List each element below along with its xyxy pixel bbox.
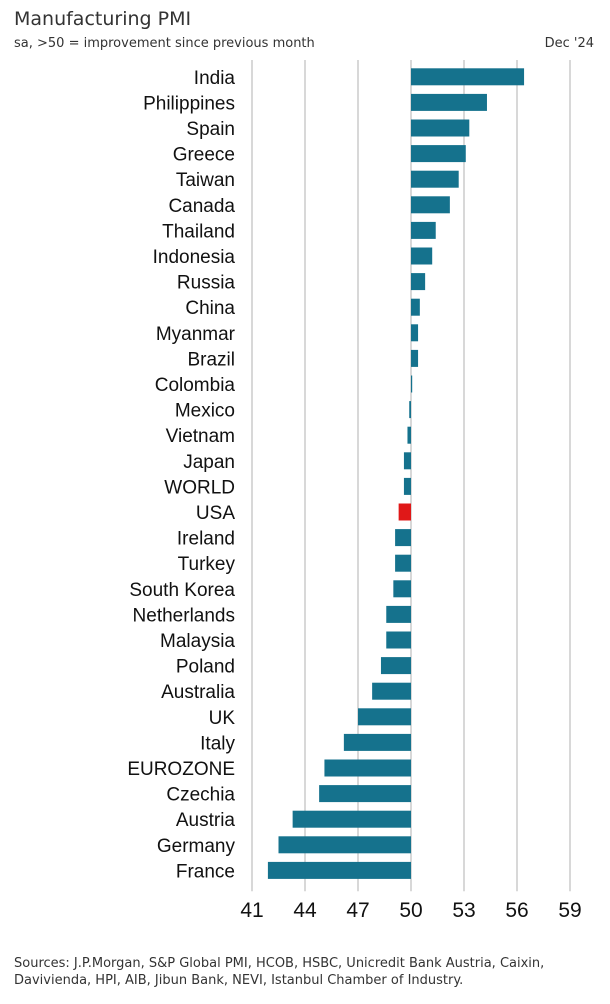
bar: [393, 580, 411, 598]
category-label: UK: [209, 708, 236, 729]
bar: [411, 221, 436, 239]
x-tick-label: 41: [240, 899, 263, 922]
category-label: Mexico: [175, 401, 235, 422]
category-label: EUROZONE: [127, 759, 235, 780]
category-label: India: [194, 68, 236, 89]
bar: [319, 785, 411, 803]
bar: [395, 529, 411, 547]
bar: [411, 93, 487, 111]
bar: [267, 861, 411, 879]
bar: [409, 401, 411, 419]
category-label: Malaysia: [160, 631, 235, 652]
bar: [324, 759, 411, 777]
bar: [411, 247, 433, 265]
category-label: Japan: [183, 452, 235, 473]
x-tick-label: 50: [399, 899, 422, 922]
bar: [411, 273, 426, 291]
category-label: Canada: [168, 196, 235, 217]
bar: [358, 708, 411, 726]
x-tick-label: 47: [346, 899, 369, 922]
category-label: Russia: [177, 273, 236, 294]
bar: [395, 554, 411, 572]
bar: [386, 605, 411, 623]
bar: [407, 426, 411, 444]
category-label: WORLD: [164, 477, 235, 498]
category-label: Greece: [173, 145, 235, 166]
bar: [411, 349, 419, 367]
bar: [372, 682, 411, 700]
category-label: Ireland: [177, 529, 235, 550]
bar: [411, 170, 459, 188]
bar: [403, 477, 411, 495]
category-label: Brazil: [187, 349, 235, 370]
bars: [267, 68, 525, 879]
x-tick-label: 56: [505, 899, 528, 922]
category-label: Netherlands: [133, 605, 235, 626]
category-label: Italy: [200, 733, 235, 754]
sources-note: Sources: J.P.Morgan, S&P Global PMI, HCO…: [14, 956, 545, 988]
category-label: Turkey: [178, 554, 236, 575]
category-label: Colombia: [155, 375, 236, 396]
bar: [343, 733, 411, 751]
category-label: Vietnam: [166, 426, 235, 447]
category-label: Thailand: [162, 221, 235, 242]
x-tick-label: 44: [293, 899, 317, 922]
bar: [380, 657, 411, 675]
bar: [278, 836, 411, 854]
bar: [411, 375, 413, 393]
chart-title: Manufacturing PMI: [14, 8, 192, 30]
category-label: Myanmar: [156, 324, 236, 345]
category-label: China: [185, 298, 235, 319]
bar-highlighted: [398, 503, 411, 521]
category-label: Poland: [176, 657, 235, 678]
category-label: Taiwan: [176, 170, 235, 191]
x-axis-ticks: 41 44 47 50 53 56 59: [240, 899, 581, 922]
category-label: Spain: [186, 119, 235, 140]
category-label: Germany: [157, 836, 236, 857]
bar-chart: India Philippines Spain Greece Taiwan Canada T…: [127, 60, 582, 922]
category-label: Austria: [176, 810, 236, 831]
category-label: Australia: [161, 682, 235, 703]
bar: [411, 298, 420, 316]
x-tick-label: 59: [558, 899, 581, 922]
category-label: Philippines: [143, 93, 235, 114]
category-label: USA: [196, 503, 235, 524]
bar: [411, 196, 450, 214]
bar: [411, 324, 419, 342]
bar: [411, 145, 466, 163]
bar: [411, 119, 470, 137]
bar: [403, 452, 411, 470]
category-label: Indonesia: [153, 247, 236, 268]
category-labels: India Philippines Spain Greece Taiwan Canada T…: [127, 68, 235, 883]
chart-subtitle: sa, >50 = improvement since previous mon…: [14, 36, 315, 51]
bar: [411, 68, 525, 86]
grid-lines: [251, 60, 571, 892]
category-label: France: [176, 861, 235, 882]
bar: [292, 810, 411, 828]
bar: [386, 631, 411, 649]
category-label: South Korea: [129, 580, 235, 601]
category-label: Czechia: [166, 785, 235, 806]
date-label: Dec '24: [544, 36, 594, 51]
x-tick-label: 53: [452, 899, 475, 922]
